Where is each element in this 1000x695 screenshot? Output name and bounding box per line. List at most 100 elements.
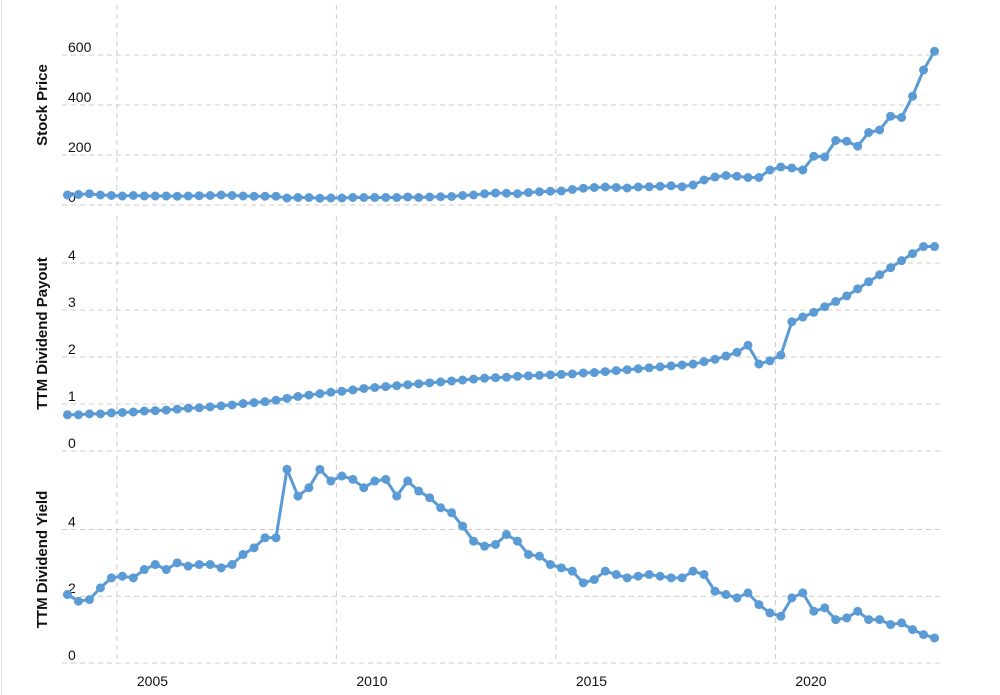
data-point <box>578 183 588 193</box>
data-point <box>414 193 424 202</box>
data-point <box>853 284 863 294</box>
y-axis-title: TTM Dividend Payout <box>34 257 51 410</box>
data-point <box>798 165 808 175</box>
x-tick-label: 2015 <box>576 673 607 689</box>
data-point <box>359 193 369 202</box>
data-point <box>688 359 698 369</box>
data-point <box>633 364 643 374</box>
data-point <box>205 191 215 200</box>
data-point <box>381 474 391 484</box>
data-point <box>337 386 347 396</box>
data-point <box>908 91 918 101</box>
y-tick-label: 400 <box>68 89 92 105</box>
data-point <box>150 560 160 570</box>
data-point <box>392 193 402 202</box>
data-point <box>326 193 336 203</box>
data-point <box>556 369 566 379</box>
data-point <box>458 521 468 531</box>
data-point <box>765 356 775 366</box>
data-point <box>754 600 764 610</box>
data-point <box>293 193 303 202</box>
data-point <box>436 503 446 513</box>
data-point <box>348 385 358 395</box>
data-point <box>567 369 577 379</box>
x-tick-label: 2005 <box>137 673 168 689</box>
data-point <box>864 128 874 137</box>
data-point <box>567 185 577 194</box>
data-point <box>260 397 270 407</box>
data-point <box>930 633 940 643</box>
data-point <box>150 191 160 201</box>
data-point <box>84 189 94 199</box>
data-point <box>611 366 621 376</box>
data-point <box>721 171 731 180</box>
data-point <box>95 190 105 200</box>
data-point <box>458 191 468 200</box>
data-point <box>512 536 522 546</box>
y-tick-label: 0 <box>68 189 76 205</box>
data-point <box>666 361 676 371</box>
data-point <box>326 387 336 397</box>
data-point <box>95 583 105 593</box>
data-point <box>73 410 83 420</box>
data-point <box>73 596 83 606</box>
data-point <box>139 406 149 416</box>
data-point <box>765 165 775 175</box>
data-point <box>370 476 380 486</box>
data-point <box>436 192 446 202</box>
data-point <box>886 620 896 630</box>
data-point <box>205 402 215 412</box>
data-point <box>293 391 303 401</box>
data-point <box>523 371 533 381</box>
data-point <box>249 543 259 553</box>
data-point <box>512 371 522 381</box>
data-point <box>864 615 874 625</box>
data-point <box>600 182 610 192</box>
data-point <box>545 186 555 196</box>
y-tick-label: 1 <box>68 388 76 404</box>
data-point <box>666 573 676 583</box>
data-point <box>534 551 544 561</box>
data-point <box>260 191 270 201</box>
data-point <box>534 187 544 197</box>
data-point <box>886 263 896 273</box>
data-point <box>798 312 808 322</box>
data-point <box>106 573 116 583</box>
data-point <box>425 493 435 503</box>
data-point <box>677 360 687 370</box>
data-point <box>326 476 336 486</box>
data-point <box>688 180 698 190</box>
data-point <box>172 404 182 414</box>
data-point <box>348 193 358 202</box>
y-axis-title: Stock Price <box>34 64 51 146</box>
data-point <box>798 588 808 598</box>
data-point <box>183 403 193 413</box>
data-point <box>194 191 204 201</box>
data-point <box>128 407 138 417</box>
data-point <box>304 390 314 400</box>
data-point <box>183 561 193 571</box>
data-point <box>84 409 94 419</box>
data-point <box>106 191 116 200</box>
data-point <box>370 383 380 393</box>
data-point <box>414 379 424 389</box>
data-point <box>447 192 457 201</box>
data-point <box>414 486 424 496</box>
data-point <box>897 256 907 266</box>
data-point <box>567 566 577 576</box>
data-point <box>359 483 369 493</box>
data-point <box>776 350 786 360</box>
data-point <box>787 163 797 173</box>
data-point <box>754 173 764 182</box>
data-point <box>589 575 599 585</box>
data-point <box>491 539 501 549</box>
data-point <box>425 192 435 202</box>
data-point <box>95 409 105 419</box>
data-point <box>842 613 852 623</box>
data-point <box>787 593 797 603</box>
data-point <box>732 347 742 357</box>
data-point <box>249 191 259 201</box>
data-point <box>425 378 435 388</box>
data-point <box>754 359 764 369</box>
data-point <box>62 590 72 600</box>
